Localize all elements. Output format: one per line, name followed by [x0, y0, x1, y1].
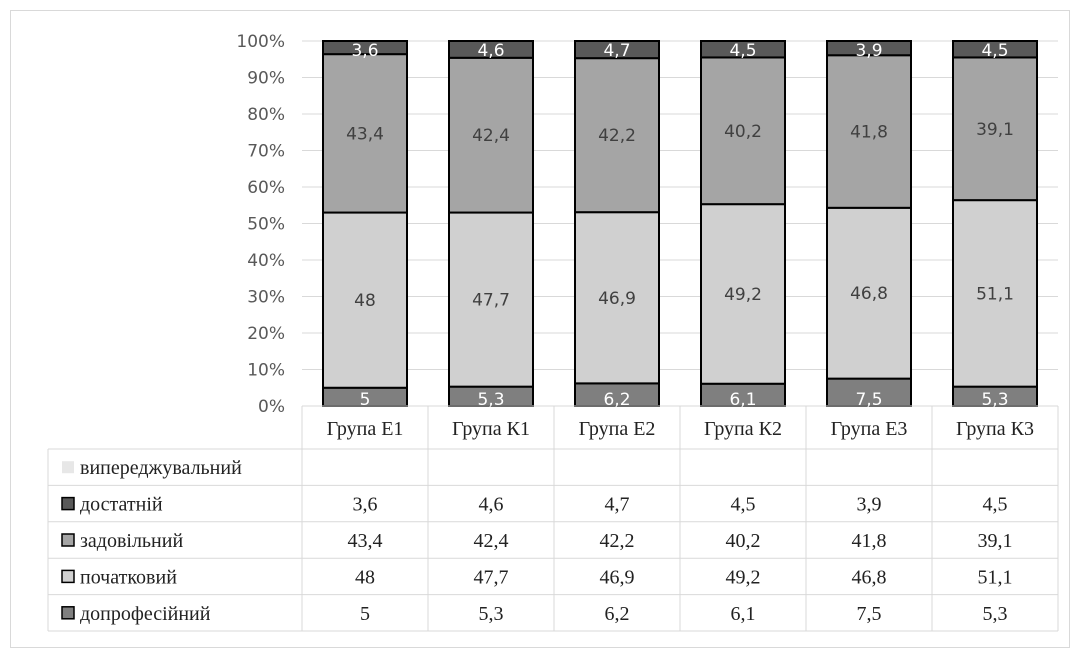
table-cell-value: 3,9 [857, 494, 882, 516]
bar-segment [448, 211, 534, 388]
category-label: Група К3 [956, 418, 1034, 440]
table-cell-value: 42,2 [600, 530, 635, 552]
table-cell-value: 39,1 [978, 530, 1013, 552]
table-cell-value: 51,1 [978, 566, 1013, 588]
data-label: 46,8 [850, 284, 888, 304]
data-label: 6,2 [603, 390, 630, 410]
y-tick-label: 100% [236, 32, 285, 52]
y-tick-label: 40% [247, 251, 285, 271]
data-label: 5,3 [477, 390, 504, 410]
legend-entry: допрофесійний [80, 603, 211, 625]
legend-entry: початковий [80, 566, 177, 588]
data-label: 48 [354, 291, 376, 311]
bar-segment [826, 377, 912, 407]
data-label: 4,5 [981, 41, 1008, 61]
table-cell-value: 3,6 [353, 494, 378, 516]
data-label: 42,2 [598, 126, 636, 146]
data-label: 5 [360, 390, 371, 410]
bar-segment [700, 56, 786, 206]
y-tick-label: 0% [258, 397, 285, 417]
table-cell-value: 4,5 [731, 494, 756, 516]
table-cell-value: 41,8 [852, 530, 887, 552]
y-tick-label: 50% [247, 215, 285, 235]
legend-key [61, 533, 75, 547]
data-label: 5,3 [981, 390, 1008, 410]
category-label: Група К2 [704, 418, 782, 440]
table-cell-value: 47,7 [474, 566, 509, 588]
table-cell-value: 4,6 [479, 494, 504, 516]
table-cell-value: 5,3 [983, 603, 1008, 625]
table-cell-value: 5 [360, 603, 370, 625]
category-label: Група Е2 [579, 418, 656, 440]
table-cell-value: 43,4 [348, 530, 383, 552]
y-tick-label: 80% [247, 105, 285, 125]
category-label: Група К1 [452, 418, 530, 440]
data-label: 3,6 [351, 41, 378, 61]
table-cell-value: 6,1 [731, 603, 756, 625]
y-tick-label: 90% [247, 69, 285, 89]
bar-segment [322, 211, 408, 389]
y-tick-label: 70% [247, 142, 285, 162]
data-label: 3,9 [855, 41, 882, 61]
data-label: 42,4 [472, 126, 510, 146]
data-label: 49,2 [724, 285, 762, 305]
data-label: 7,5 [855, 390, 882, 410]
y-tick-label: 30% [247, 288, 285, 308]
category-label: Група Е1 [327, 418, 404, 440]
bar-segment [448, 40, 534, 59]
legend-entry: достатній [80, 494, 163, 516]
data-label: 46,9 [598, 289, 636, 309]
legend-key [61, 496, 75, 511]
data-label: 47,7 [472, 291, 510, 311]
data-label: 41,8 [850, 123, 888, 143]
bar-segment [448, 56, 534, 214]
data-label: 4,7 [603, 41, 630, 61]
table-cell-value: 42,4 [474, 530, 509, 552]
table-cell-value: 4,7 [605, 494, 630, 516]
data-label: 4,6 [477, 41, 504, 61]
bar-segment [322, 53, 408, 214]
table-cell-value: 6,2 [605, 603, 630, 625]
y-tick-label: 60% [247, 178, 285, 198]
data-label: 51,1 [976, 284, 1014, 304]
bar-segment [322, 40, 408, 56]
table-cell-value: 48 [355, 566, 375, 588]
table-cell-value: 5,3 [479, 603, 504, 625]
table-cell-value: 40,2 [726, 530, 761, 552]
table-cell-value: 49,2 [726, 566, 761, 588]
bar-segment [952, 199, 1038, 388]
legend-entry: задовільний [80, 530, 183, 552]
table-cell-value: 46,8 [852, 566, 887, 588]
data-label: 4,5 [729, 41, 756, 61]
category-label: Група Е3 [831, 418, 908, 440]
bar-segment [826, 206, 912, 380]
data-label: 40,2 [724, 122, 762, 142]
bar-segment [574, 40, 660, 60]
legend-key [61, 569, 75, 584]
bar-segment [700, 203, 786, 385]
data-label: 43,4 [346, 124, 384, 144]
table-cell-value: 46,9 [600, 566, 635, 588]
bar-segment [574, 57, 660, 214]
chart-frame [10, 10, 1070, 648]
data-label: 6,1 [729, 390, 756, 410]
table-cell-value: 7,5 [857, 603, 882, 625]
y-tick-label: 10% [247, 361, 285, 381]
data-label: 39,1 [976, 120, 1014, 140]
bar-segment [826, 40, 912, 57]
table-cell-value: 4,5 [983, 494, 1008, 516]
bar-segment [952, 40, 1038, 59]
legend-entry: випереджувальний [80, 457, 242, 479]
bar-segment [574, 211, 660, 385]
legend-key [61, 606, 75, 620]
legend-key [62, 461, 74, 474]
y-tick-label: 20% [247, 324, 285, 344]
bar-segment [700, 40, 786, 59]
